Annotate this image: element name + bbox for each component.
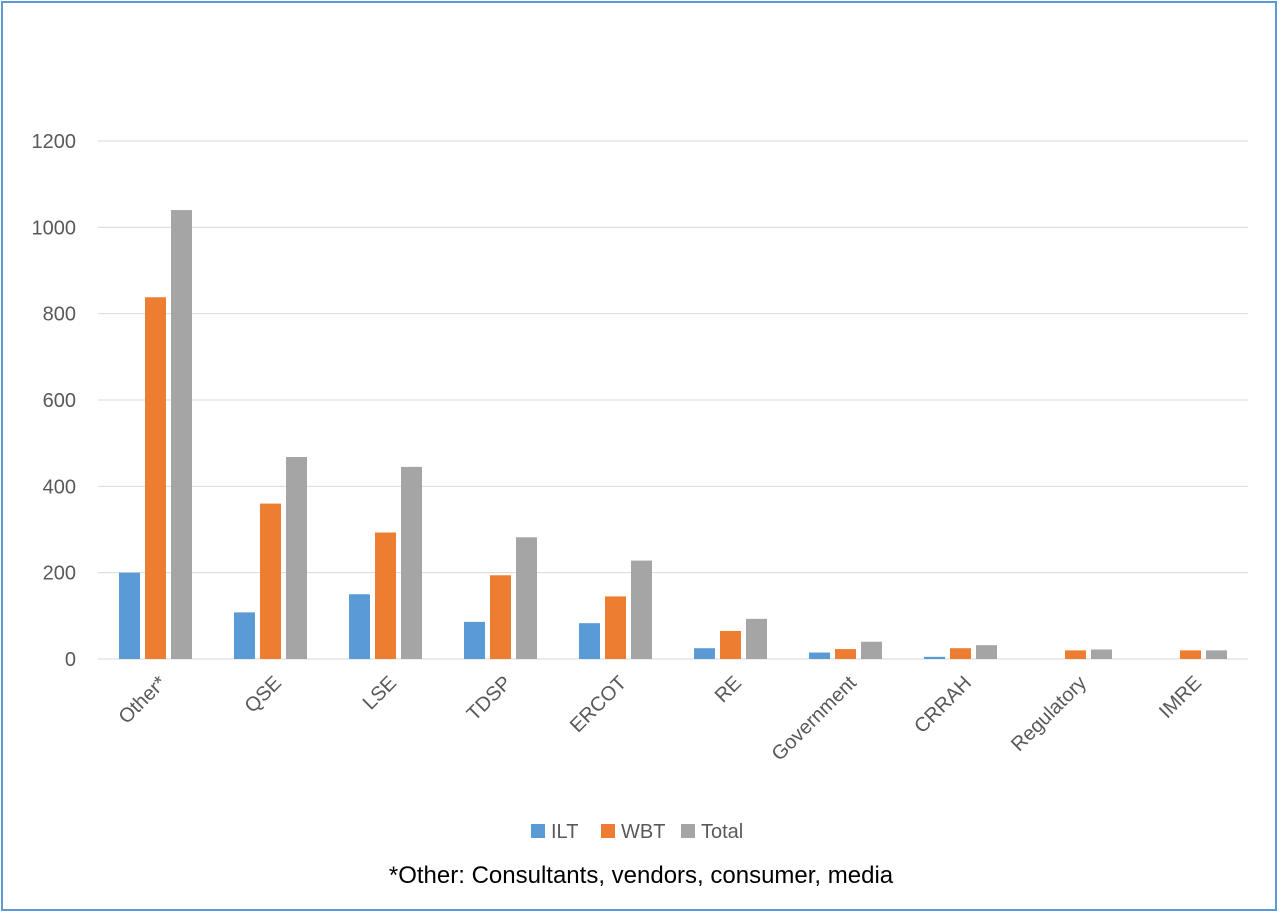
x-category-label: RE: [711, 672, 746, 707]
x-category-label: Regulatory: [1007, 672, 1091, 756]
bar-ilt-4: [579, 623, 600, 659]
bar-wbt-2: [375, 532, 396, 659]
y-axis-ticks: 0 200 400 600 800 1000 1200: [32, 131, 77, 671]
bar-ilt-5: [694, 648, 715, 659]
bar-total-2: [401, 466, 422, 659]
bar-wbt-7: [950, 648, 971, 659]
legend-swatch-ilt: [531, 824, 545, 838]
x-category-label: IMRE: [1155, 672, 1206, 723]
y-tick-label: 800: [43, 304, 76, 326]
x-category-label: LSE: [359, 672, 401, 714]
x-axis-categories: Other* QSE LSE TDSP ERCOT RE Government CRRAH Re…: [115, 672, 1206, 766]
bar-ilt-1: [234, 612, 255, 659]
x-category-label: TDSP: [463, 672, 516, 725]
x-category-label: Other*: [115, 672, 172, 729]
bar-wbt-6: [835, 649, 856, 659]
bars: [119, 210, 1227, 660]
bar-total-9: [1206, 650, 1227, 659]
footnote: *Other: Consultants, vendors, consumer, …: [388, 862, 894, 889]
bar-wbt-1: [260, 503, 281, 659]
bar-wbt-8: [1065, 650, 1086, 659]
x-category-label: Government: [768, 672, 862, 766]
bar-ilt-7: [924, 656, 945, 659]
legend-label-total: Total: [701, 821, 743, 843]
legend-label-wbt: WBT: [621, 821, 665, 843]
x-category-label: CRRAH: [910, 672, 976, 738]
x-category-label: QSE: [241, 672, 286, 717]
y-tick-label: 400: [43, 476, 76, 498]
bar-wbt-0: [145, 297, 166, 659]
bar-total-1: [286, 456, 307, 659]
bar-ilt-0: [119, 572, 140, 659]
legend-swatch-wbt: [601, 824, 615, 838]
bar-total-5: [746, 618, 767, 659]
bar-wbt-3: [490, 575, 511, 659]
y-tick-label: 1200: [32, 131, 77, 153]
legend-swatch-total: [681, 824, 695, 838]
legend-label-ilt: ILT: [551, 821, 578, 843]
legend: ILT WBT Total: [531, 821, 743, 843]
y-tick-label: 600: [43, 390, 76, 412]
bar-ilt-3: [464, 621, 485, 659]
bar-total-4: [631, 560, 652, 659]
x-category-label: ERCOT: [566, 672, 631, 737]
y-tick-label: 200: [43, 563, 76, 585]
y-tick-label: 1000: [32, 217, 77, 239]
bar-wbt-9: [1180, 650, 1201, 659]
bar-total-6: [861, 641, 882, 659]
bar-wbt-5: [720, 630, 741, 659]
bar-total-3: [516, 537, 537, 659]
bar-ilt-2: [349, 594, 370, 659]
bar-total-7: [976, 645, 997, 659]
y-tick-label: 0: [65, 649, 76, 671]
bar-total-8: [1091, 649, 1112, 659]
bar-ilt-6: [809, 652, 830, 659]
bar-wbt-4: [605, 596, 626, 659]
bar-total-0: [171, 210, 192, 660]
